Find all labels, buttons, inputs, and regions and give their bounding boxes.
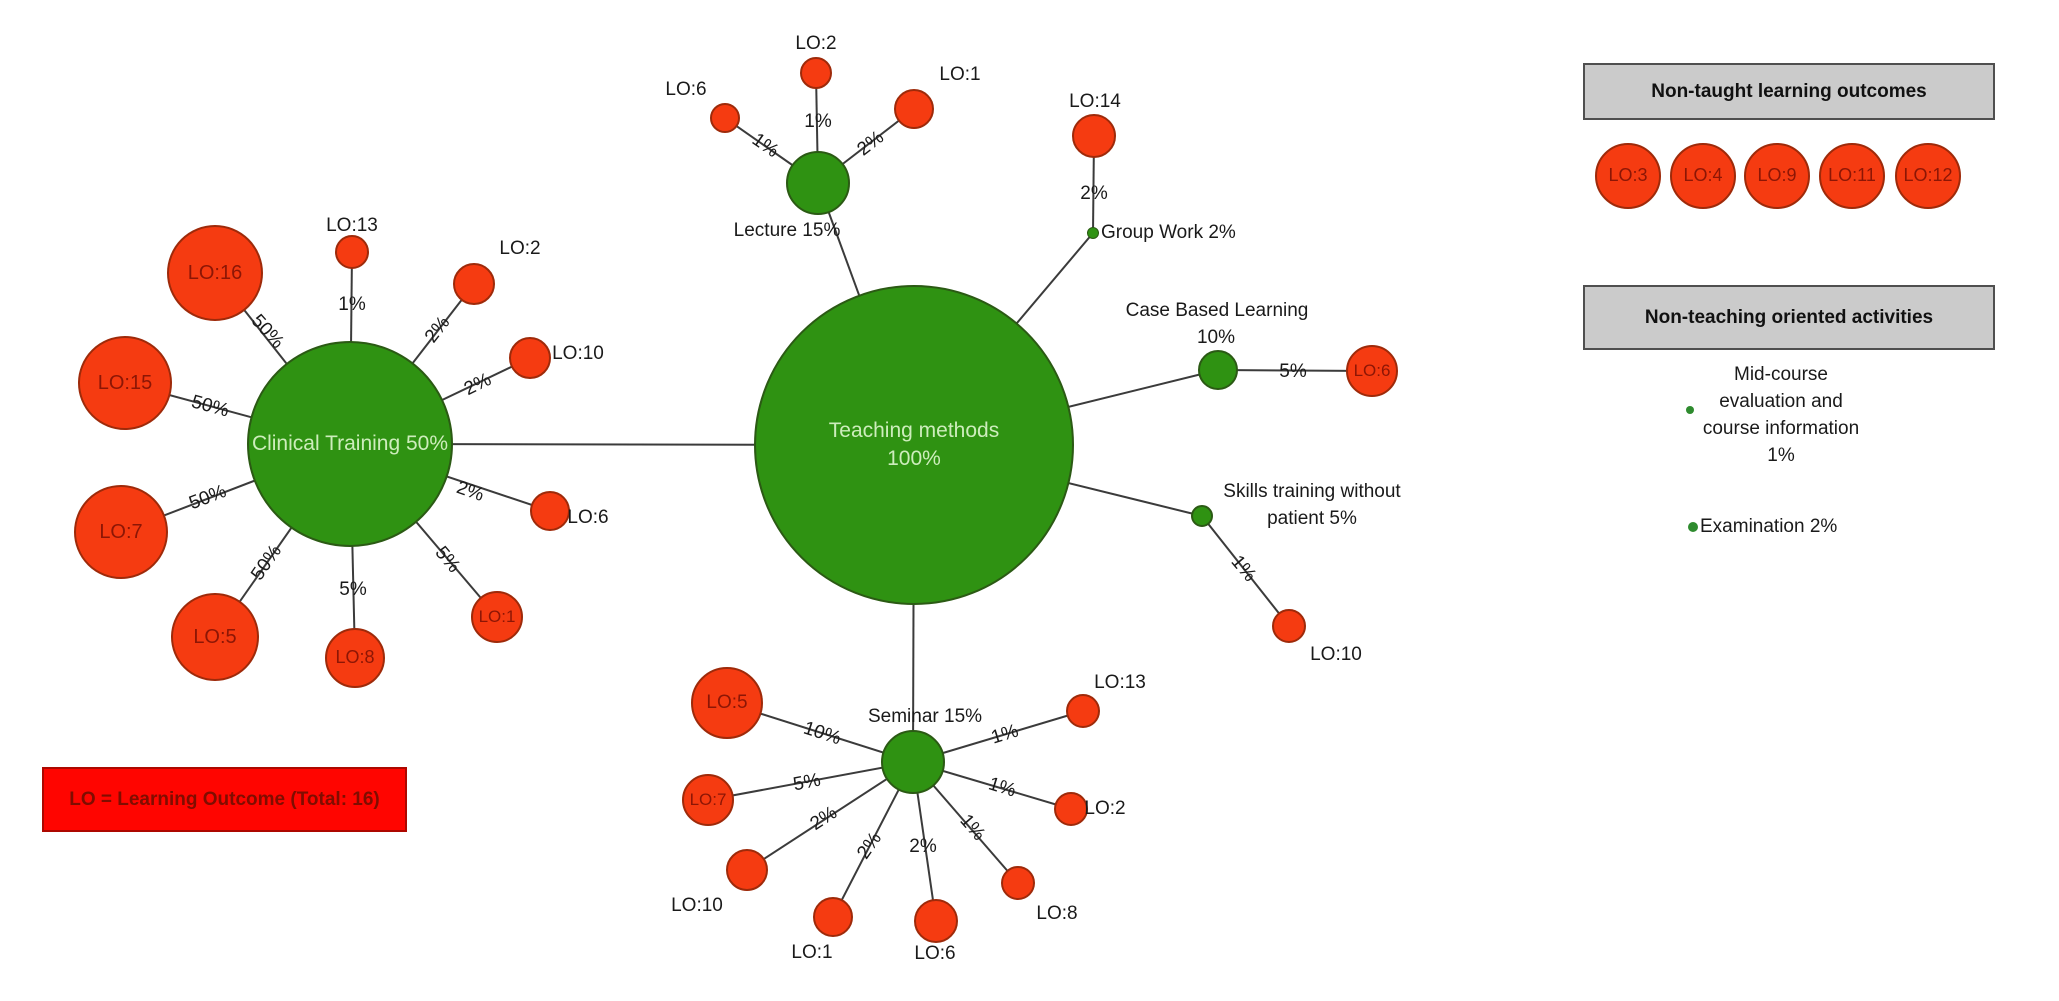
- node-text-c_lo7: LO:7: [99, 520, 143, 543]
- node-label-l_lo6: LO:6: [665, 79, 707, 100]
- legend-circle-lo12: LO:12: [1895, 143, 1961, 209]
- node-text-c_lo15: LO:15: [97, 371, 153, 394]
- legend-circle-lo3: LO:3: [1595, 143, 1661, 209]
- node-label-l_lo2: LO:2: [795, 33, 837, 54]
- node-clinical: Clinical Training 50%: [247, 341, 453, 547]
- node-text-clinical: Clinical Training 50%: [251, 432, 449, 456]
- node-s_lo2: [1054, 792, 1088, 826]
- node-c_lo6: [530, 491, 570, 531]
- examination-label: Examination 2%: [1700, 516, 1838, 537]
- node-c_lo10: [509, 337, 551, 379]
- midcourse-label: Mid-course evaluation and course informa…: [1703, 361, 1859, 469]
- node-c_lo5: LO:5: [171, 593, 259, 681]
- node-l_lo1: [894, 89, 934, 129]
- node-label-s_lo1: LO:1: [791, 942, 833, 963]
- node-text-s_lo7: LO:7: [689, 789, 727, 809]
- node-label-s_lo8: LO:8: [1036, 903, 1078, 924]
- legend-circle-lo4: LO:4: [1670, 143, 1736, 209]
- note-text: LO = Learning Outcome (Total: 16): [69, 788, 380, 810]
- node-label-l_lo1: LO:1: [939, 64, 981, 85]
- node-label-s_lo10: LO:10: [671, 895, 723, 916]
- examination-dot-icon: [1688, 522, 1698, 532]
- node-skills: [1191, 505, 1213, 527]
- node-label-lecture: Lecture 15%: [733, 220, 841, 241]
- edge-label-seminar-s_lo6: 2%: [909, 836, 937, 857]
- midcourse-line-2: evaluation and: [1719, 391, 1843, 412]
- node-label-skills-2: patient 5%: [1267, 508, 1357, 529]
- node-gw_lo14: [1072, 114, 1116, 158]
- node-c_lo8: LO:8: [325, 628, 385, 688]
- node-text-c_lo5: LO:5: [193, 625, 237, 648]
- node-groupwork: [1087, 227, 1099, 239]
- node-s_lo5: LO:5: [691, 667, 763, 739]
- node-l_lo6: [710, 103, 740, 133]
- node-text-c_lo8: LO:8: [335, 647, 375, 668]
- edge-label-cbl-cbl_lo6: 5%: [1279, 361, 1307, 382]
- node-l_lo2: [800, 57, 832, 89]
- edge-skills-sk_lo10: [1201, 515, 1290, 627]
- edge-label-clinical-c_lo13: 1%: [338, 294, 366, 315]
- node-label-c_lo13: LO:13: [326, 215, 378, 236]
- node-label-gw_lo14: LO:14: [1069, 91, 1121, 112]
- node-cbl_lo6: LO:6: [1346, 345, 1398, 397]
- legend-non-taught-box: Non-taught learning outcomes: [1583, 63, 1995, 120]
- node-c_lo2: [453, 263, 495, 305]
- node-c_lo1: LO:1: [471, 591, 523, 643]
- node-text-c_lo16: LO:16: [187, 261, 243, 284]
- node-lecture: [786, 151, 850, 215]
- node-sk_lo10: [1272, 609, 1306, 643]
- node-text-s_lo5: LO:5: [706, 692, 748, 714]
- node-c_lo16: LO:16: [167, 225, 263, 321]
- midcourse-line-4: 1%: [1767, 445, 1795, 466]
- legend-circle-text: LO:3: [1608, 165, 1648, 186]
- node-label-s_lo13: LO:13: [1094, 672, 1146, 693]
- node-s_lo8: [1001, 866, 1035, 900]
- legend-non-taught-title: Non-taught learning outcomes: [1651, 80, 1927, 102]
- legend-non-teaching-box: Non-teaching oriented activities: [1583, 285, 1995, 350]
- edge-label-groupwork-gw_lo14: 2%: [1080, 183, 1108, 204]
- node-seminar: [881, 730, 945, 794]
- node-text-cbl_lo6: LO:6: [1353, 360, 1391, 380]
- node-s_lo6: [914, 899, 958, 943]
- edge-label-clinical-c_lo8: 5%: [339, 579, 367, 600]
- midcourse-line-1: Mid-course: [1734, 364, 1828, 385]
- note-box: LO = Learning Outcome (Total: 16): [42, 767, 407, 832]
- node-label-cbl: Case Based Learning: [1125, 300, 1309, 321]
- node-label-cbl-2: 10%: [1196, 327, 1236, 348]
- node-label-s_lo6: LO:6: [914, 943, 956, 964]
- node-label-c_lo2: LO:2: [499, 238, 541, 259]
- node-label-c_lo10: LO:10: [552, 343, 604, 364]
- node-c_lo7: LO:7: [74, 485, 168, 579]
- node-label-seminar: Seminar 15%: [867, 706, 983, 727]
- node-s_lo1: [813, 897, 853, 937]
- edge-label-lecture-l_lo2: 1%: [804, 111, 832, 132]
- legend-circle-lo11: LO:11: [1819, 143, 1885, 209]
- node-label-groupwork: Group Work 2%: [1101, 222, 1236, 243]
- node-label-skills: Skills training without: [1223, 481, 1401, 502]
- legend-non-teaching-title: Non-teaching oriented activities: [1644, 306, 1934, 328]
- node-teaching: Teaching methods 100%: [754, 285, 1074, 605]
- midcourse-line-3: course information: [1702, 418, 1860, 439]
- edge-seminar-s_lo7: [707, 761, 914, 801]
- edge-seminar-s_lo10: [746, 761, 914, 871]
- node-s_lo13: [1066, 694, 1100, 728]
- legend-circle-text: LO:12: [1903, 165, 1953, 186]
- legend-circle-text: LO:4: [1683, 165, 1723, 186]
- node-label-s_lo2: LO:2: [1084, 798, 1126, 819]
- midcourse-dot-icon: [1686, 406, 1694, 414]
- legend-circle-lo9: LO:9: [1744, 143, 1810, 209]
- node-c_lo15: LO:15: [78, 336, 172, 430]
- node-c_lo13: [335, 235, 369, 269]
- legend-circle-text: LO:11: [1828, 165, 1876, 186]
- node-text-teaching: Teaching methods 100%: [828, 419, 1000, 470]
- node-s_lo10: [726, 849, 768, 891]
- legend-circle-text: LO:9: [1757, 165, 1797, 186]
- node-label-c_lo6: LO:6: [567, 507, 609, 528]
- node-label-sk_lo10: LO:10: [1310, 644, 1362, 665]
- node-text-c_lo1: LO:1: [478, 606, 516, 626]
- node-cbl: [1198, 350, 1238, 390]
- node-s_lo7: LO:7: [682, 774, 734, 826]
